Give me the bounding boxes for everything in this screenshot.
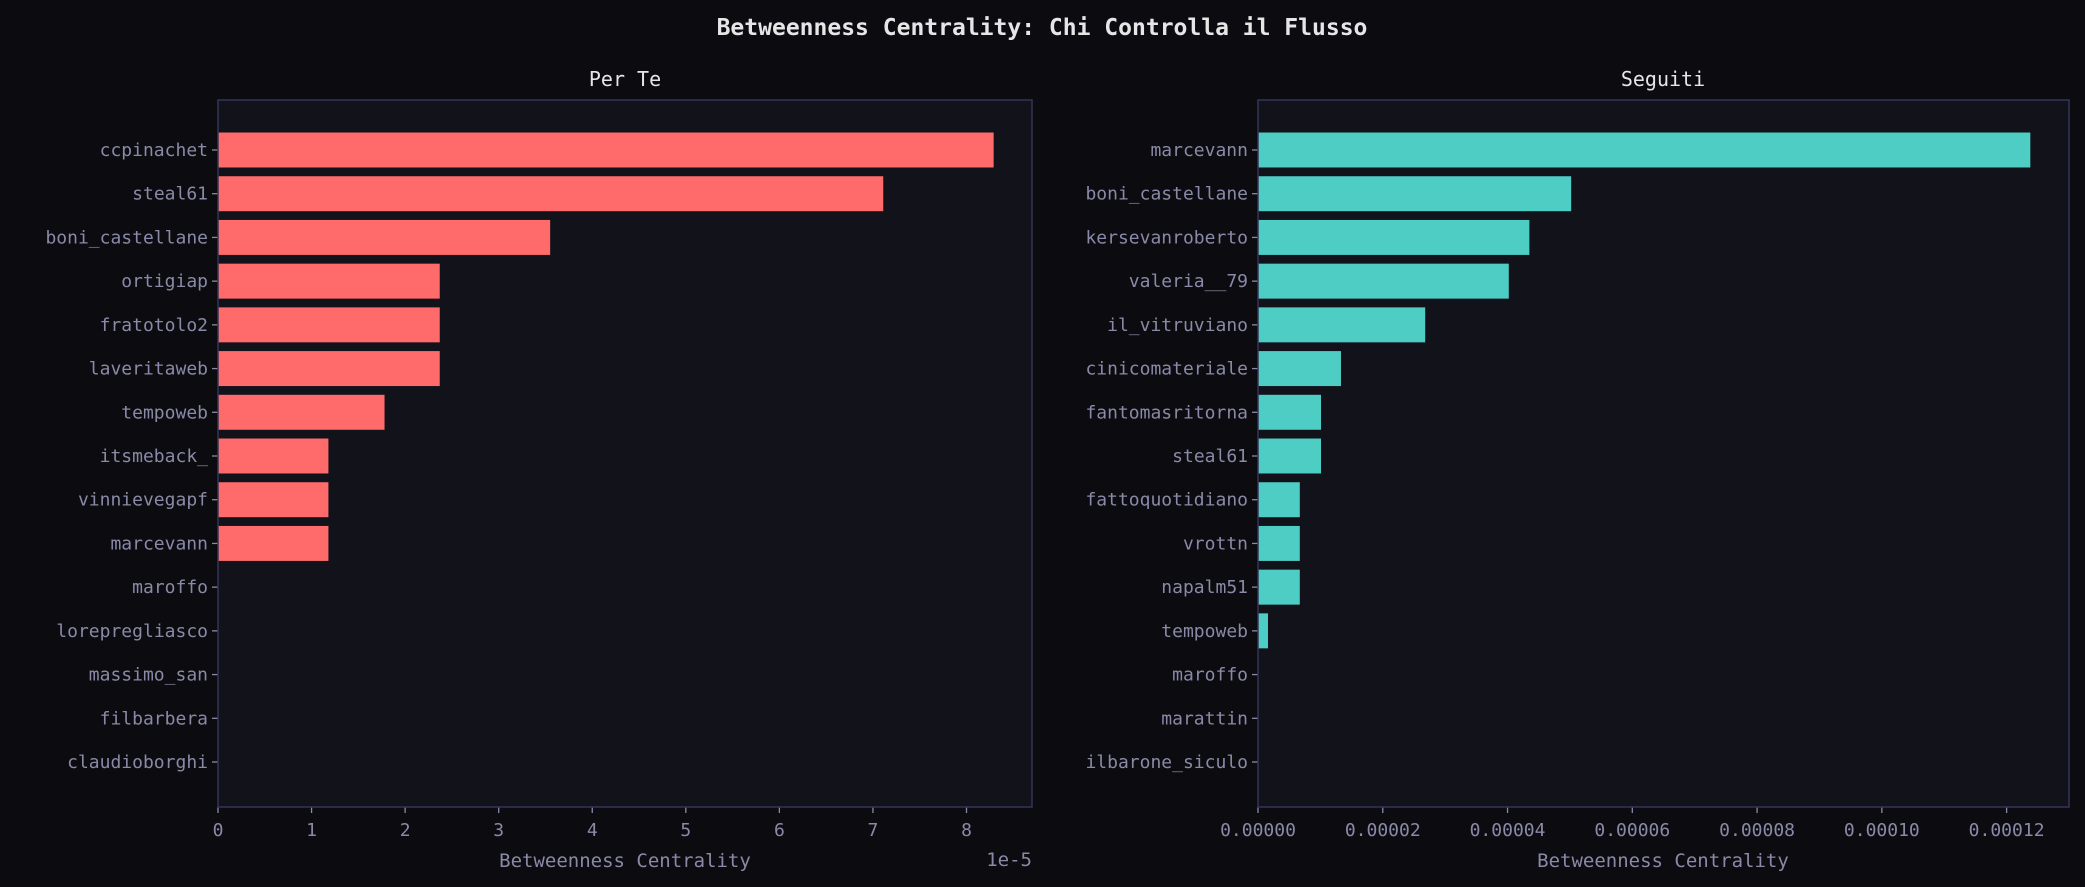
right-x-tick-label: 0.00002 xyxy=(1345,820,1421,841)
right-plot-area xyxy=(1258,100,2069,807)
left-y-tick-label: steal61 xyxy=(132,184,208,205)
right-bar-vrottn xyxy=(1258,525,1300,561)
right-x-axis-label: Betweenness Centrality xyxy=(1537,850,1789,872)
left-y-tick-label: massimo_san xyxy=(89,665,208,686)
left-x-tick-label: 3 xyxy=(493,820,504,841)
left-bar-marcevann xyxy=(218,525,329,561)
left-chart-title: Per Te xyxy=(589,67,661,91)
right-y-tick-label: marcevann xyxy=(1150,140,1248,161)
left-bar-steal61 xyxy=(218,176,884,212)
right-bar-valeria__79 xyxy=(1258,263,1509,299)
right-x-tick-label: 0.00000 xyxy=(1220,820,1296,841)
right-chart-title: Seguiti xyxy=(1621,67,1705,91)
left-plot-area xyxy=(218,100,1032,807)
left-bar-boni_castellane xyxy=(218,219,551,255)
right-y-tick-label: fattoquotidiano xyxy=(1085,490,1248,511)
figure-title: Betweenness Centrality: Chi Controlla il… xyxy=(717,15,1368,41)
left-y-tick-label: marcevann xyxy=(110,533,208,554)
left-y-tick-label: boni_castellane xyxy=(45,227,208,248)
left-x-tick-label: 8 xyxy=(961,820,972,841)
right-bar-fantomasritorna xyxy=(1258,394,1322,430)
right-y-tick-label: il_vitruviano xyxy=(1107,315,1248,336)
right-chart-seguiti: Seguiti Betweenness Centrality marcevann… xyxy=(1085,67,2070,872)
right-y-tick-label: marattin xyxy=(1161,708,1248,729)
left-x-tick-label: 0 xyxy=(213,820,224,841)
right-x-tick-label: 0.00008 xyxy=(1719,820,1795,841)
left-x-tick-label: 4 xyxy=(587,820,598,841)
left-x-tick-label: 5 xyxy=(680,820,691,841)
right-axes-frame xyxy=(1257,99,2070,808)
right-bar-cinicomateriale xyxy=(1258,351,1341,387)
left-y-tick-label: laveritaweb xyxy=(89,359,208,380)
right-bar-steal61 xyxy=(1258,438,1322,474)
left-x-tick-label: 2 xyxy=(400,820,411,841)
right-y-tick-label: cinicomateriale xyxy=(1085,359,1248,380)
right-y-tick-label: vrottn xyxy=(1183,533,1248,554)
right-bar-napalm51 xyxy=(1258,569,1300,605)
left-x-tick-label: 6 xyxy=(774,820,785,841)
right-x-tick-label: 0.00004 xyxy=(1470,820,1546,841)
left-bar-tempoweb xyxy=(218,394,385,430)
left-y-tick-label: fratotolo2 xyxy=(100,315,208,336)
left-chart-per-te: Per Te Betweenness Centrality 1e-5 ccpin… xyxy=(45,67,1033,872)
left-axes-frame xyxy=(217,99,1033,808)
left-y-tick-label: lorepregliasco xyxy=(56,621,208,642)
left-x-tick-label: 1 xyxy=(306,820,317,841)
left-y-tick-label: ortigiap xyxy=(121,271,208,292)
left-y-tick-label: filbarbera xyxy=(100,708,208,729)
left-bar-itsmeback_ xyxy=(218,438,329,474)
left-y-tick-label: claudioborghi xyxy=(67,752,208,773)
right-bar-marcevann xyxy=(1258,132,2031,168)
right-bar-fattoquotidiano xyxy=(1258,482,1300,518)
left-bar-ortigiap xyxy=(218,263,440,299)
left-bar-fratotolo2 xyxy=(218,307,440,343)
right-bar-boni_castellane xyxy=(1258,176,1572,212)
left-bar-laveritaweb xyxy=(218,351,440,387)
right-y-tick-label: maroffo xyxy=(1172,665,1248,686)
left-y-tick-label: vinnievegapf xyxy=(78,490,208,511)
right-x-tick-label: 0.00006 xyxy=(1594,820,1670,841)
left-y-tick-label: tempoweb xyxy=(121,402,208,423)
right-y-tick-label: fantomasritorna xyxy=(1085,402,1248,423)
left-x-offset-label: 1e-5 xyxy=(986,849,1032,871)
left-bar-vinnievegapf xyxy=(218,482,329,518)
right-bar-il_vitruviano xyxy=(1258,307,1426,343)
right-y-tick-label: steal61 xyxy=(1172,446,1248,467)
right-y-tick-label: tempoweb xyxy=(1161,621,1248,642)
right-x-tick-label: 0.00010 xyxy=(1844,820,1920,841)
left-y-tick-label: maroffo xyxy=(132,577,208,598)
right-y-tick-label: valeria__79 xyxy=(1129,271,1248,292)
left-y-tick-label: ccpinachet xyxy=(100,140,208,161)
right-y-tick-label: ilbarone_siculo xyxy=(1085,752,1248,773)
right-x-tick-label: 0.00012 xyxy=(1969,820,2045,841)
right-y-tick-label: napalm51 xyxy=(1161,577,1248,598)
right-bar-tempoweb xyxy=(1258,613,1268,649)
right-y-tick-label: boni_castellane xyxy=(1085,184,1248,205)
left-bar-ccpinachet xyxy=(218,132,994,168)
left-x-axis-label: Betweenness Centrality xyxy=(499,850,751,872)
right-bar-kersevanroberto xyxy=(1258,219,1530,255)
left-x-tick-label: 7 xyxy=(868,820,879,841)
right-y-tick-label: kersevanroberto xyxy=(1085,227,1248,248)
left-y-tick-label: itsmeback_ xyxy=(100,446,209,467)
